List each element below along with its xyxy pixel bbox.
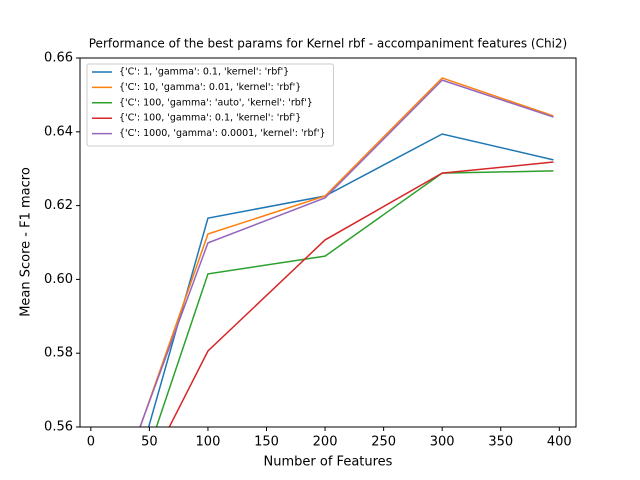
legend-label: {'C': 100, 'gamma': 0.1, 'kernel': 'rbf'… [119, 113, 301, 124]
x-tick-label: 100 [196, 435, 221, 450]
y-tick-label: 0.58 [44, 346, 73, 361]
legend-box [86, 63, 334, 147]
y-tick-label: 0.66 [44, 51, 73, 66]
x-tick-label: 150 [254, 435, 279, 450]
plot-area [139, 77, 554, 427]
series-line [168, 161, 554, 427]
y-tick-label: 0.60 [44, 272, 73, 287]
legend-label: {'C': 10, 'gamma': 0.01, 'kernel': 'rbf'… [119, 82, 301, 93]
chart-title: Performance of the best params for Kerne… [89, 37, 568, 51]
legend-label: {'C': 1000, 'gamma': 0.0001, 'kernel': '… [119, 128, 326, 139]
x-tick-label: 350 [488, 435, 513, 450]
x-axis-label: Number of Features [264, 455, 393, 470]
x-tick-label: 200 [313, 435, 338, 450]
series-line [139, 77, 554, 427]
series-line [139, 79, 554, 427]
x-tick-label: 400 [547, 435, 572, 450]
x-tick-label: 50 [141, 435, 158, 450]
legend-label: {'C': 100, 'gamma': 'auto', 'kernel': 'r… [119, 97, 313, 108]
y-axis-label: Mean Score - F1 macro [19, 167, 34, 317]
legend-label: {'C': 1, 'gamma': 0.1, 'kernel': 'rbf'} [119, 67, 289, 78]
y-tick-label: 0.62 [44, 198, 73, 213]
y-tick-label: 0.64 [44, 124, 73, 139]
y-tick-label: 0.56 [44, 420, 73, 435]
x-tick-label: 300 [430, 435, 455, 450]
x-tick-label: 0 [87, 435, 95, 450]
series-line [155, 170, 554, 427]
axes-frame [79, 57, 577, 428]
x-tick-label: 250 [371, 435, 396, 450]
